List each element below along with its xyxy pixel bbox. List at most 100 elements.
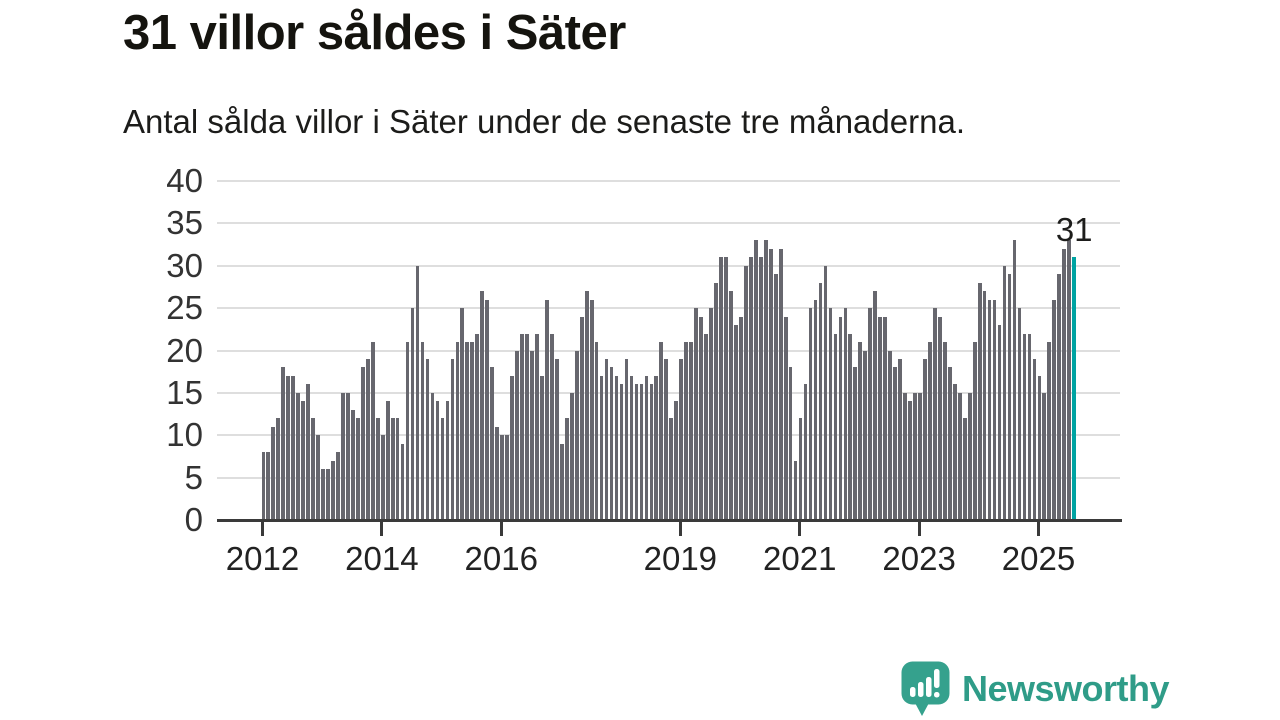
gridline (217, 434, 1120, 437)
x-axis-tick-label: 2025 (1001, 540, 1076, 577)
x-axis-tick (261, 522, 264, 536)
chart-subtitle: Antal sålda villor i Säter under de sena… (123, 103, 965, 140)
bar (1037, 375, 1042, 520)
bar (908, 401, 912, 520)
bar (495, 426, 499, 520)
bar (1007, 274, 1012, 520)
bar (649, 384, 654, 520)
gridline (217, 476, 1120, 479)
bar (450, 358, 455, 520)
bar (380, 435, 385, 520)
bar (813, 299, 818, 520)
bar (838, 316, 843, 520)
bar (574, 350, 579, 520)
bar (261, 452, 266, 520)
x-axis-line (217, 519, 1122, 522)
y-axis-tick-label: 35 (166, 204, 203, 242)
bar (306, 384, 310, 520)
bar (679, 358, 684, 520)
bar (903, 392, 907, 520)
bar (425, 358, 430, 520)
bar (639, 384, 644, 520)
bar (535, 333, 539, 520)
bar (336, 452, 340, 520)
x-axis-tick-label: 2019 (643, 540, 718, 577)
bar (440, 418, 445, 520)
x-axis-tick (1037, 522, 1041, 536)
bar (694, 308, 698, 520)
bar (684, 342, 689, 520)
highlighted-bar (1072, 257, 1077, 520)
bar (768, 248, 773, 520)
bar (734, 325, 738, 520)
bar (883, 316, 887, 520)
bar (515, 350, 519, 520)
bar (321, 469, 325, 520)
bar (957, 392, 962, 520)
bar (505, 435, 509, 520)
bar (614, 375, 619, 520)
bar (1027, 333, 1032, 520)
bar (311, 418, 315, 520)
bar (410, 308, 415, 520)
bar (928, 342, 932, 520)
bar (550, 333, 554, 520)
bar (977, 282, 982, 520)
bar (564, 418, 569, 520)
x-axis-tick (380, 522, 384, 536)
bar (1052, 299, 1057, 520)
x-axis-tick-label: 2016 (464, 540, 538, 577)
bar (798, 418, 803, 520)
bar (1032, 358, 1037, 520)
x-axis-tick-label: 2014 (345, 540, 419, 577)
bar (1057, 274, 1062, 520)
bar (788, 367, 793, 520)
bar (828, 308, 833, 520)
bar (763, 240, 768, 520)
bar (843, 308, 848, 520)
bar (689, 342, 693, 520)
bar (1067, 240, 1072, 520)
bar (699, 316, 703, 520)
bar (729, 291, 733, 520)
y-axis-tick-label: 20 (166, 331, 203, 369)
bar (878, 316, 883, 520)
bar (773, 274, 778, 520)
bar (938, 316, 942, 520)
bar (709, 308, 713, 520)
bar (356, 418, 360, 520)
gridline (217, 349, 1120, 352)
bar (724, 257, 728, 520)
bar (510, 375, 514, 520)
bar (346, 392, 350, 520)
y-axis-tick-label: 5 (184, 458, 203, 496)
bar (634, 384, 639, 520)
y-axis-tick-label: 30 (166, 246, 203, 284)
bar (714, 282, 718, 520)
bar (589, 299, 594, 520)
x-axis-tick-label: 2023 (882, 540, 956, 577)
bar (500, 435, 504, 520)
bar (967, 392, 972, 520)
bar (400, 443, 405, 520)
bar (982, 291, 987, 520)
bar (385, 401, 390, 520)
bar (1012, 240, 1017, 520)
bar (341, 392, 345, 520)
gridline (217, 264, 1120, 267)
bar (584, 291, 589, 520)
bar (475, 333, 480, 520)
bar (604, 358, 609, 520)
bar (370, 342, 375, 520)
bar (744, 265, 748, 520)
gridline (217, 391, 1120, 394)
bar (629, 375, 634, 520)
bar (301, 401, 305, 520)
latest-value-label: 31 (1055, 211, 1093, 249)
bar (525, 333, 529, 520)
y-axis-tick-label: 25 (166, 289, 203, 327)
bar (669, 418, 674, 520)
bar (594, 342, 599, 520)
